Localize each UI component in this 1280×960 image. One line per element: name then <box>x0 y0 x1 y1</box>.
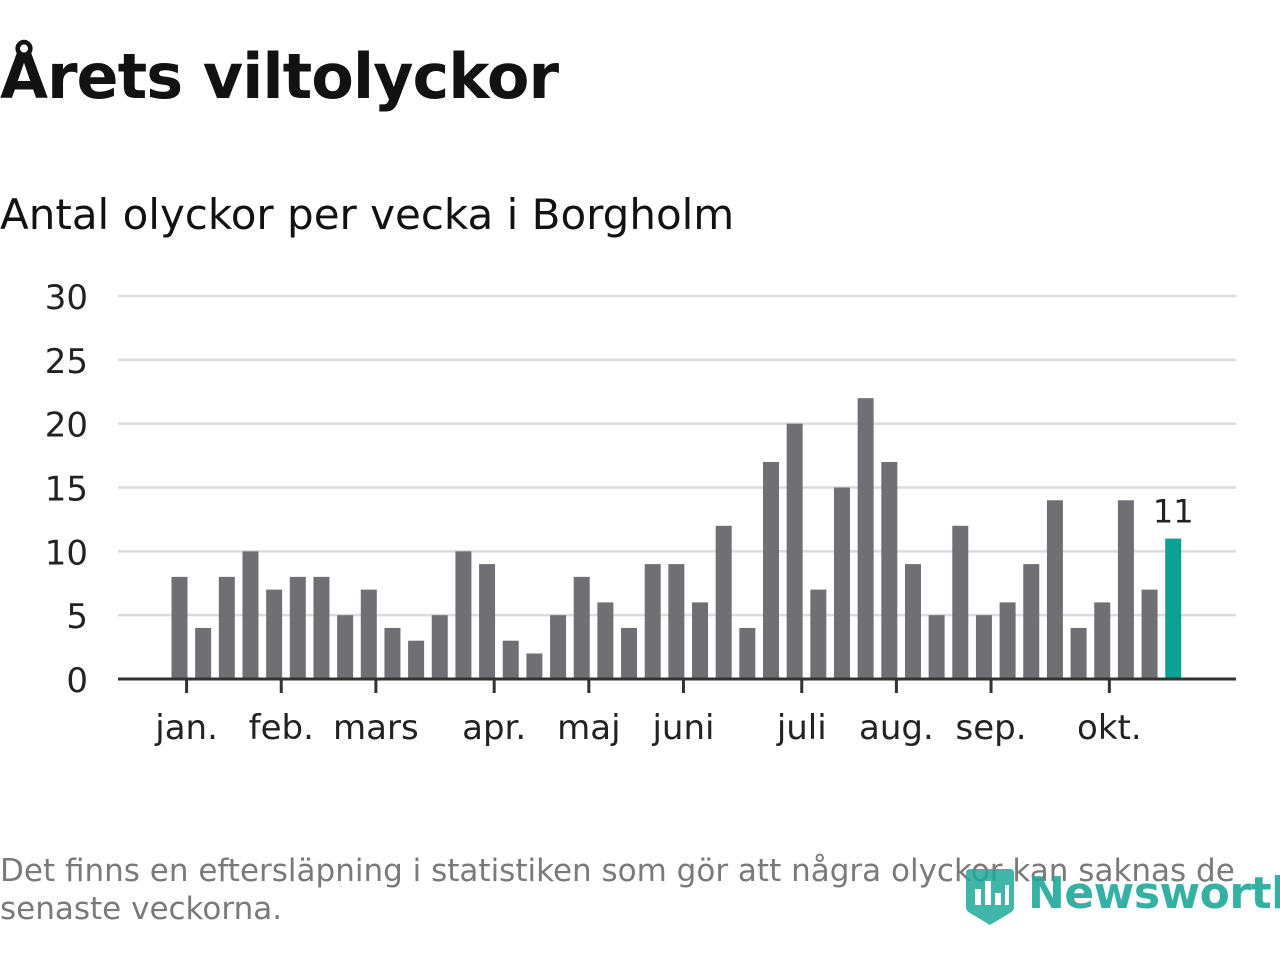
bar <box>195 627 212 679</box>
bar <box>266 589 283 679</box>
footnote: Det finns en eftersläpning i statistiken… <box>0 853 1235 927</box>
x-tick-label: okt. <box>1077 708 1142 748</box>
bar <box>289 576 306 679</box>
bar <box>763 461 779 679</box>
bar <box>1141 589 1158 679</box>
data-label: 11 <box>1153 493 1194 531</box>
y-tick-label: 30 <box>45 278 88 318</box>
x-tick-label: sep. <box>956 708 1027 748</box>
bar-highlighted <box>1165 538 1182 679</box>
bar <box>1046 500 1063 679</box>
y-tick-label: 5 <box>66 597 88 637</box>
bar <box>621 627 638 679</box>
x-tick-label: maj <box>557 708 620 748</box>
bar <box>857 398 874 679</box>
bar <box>455 551 472 679</box>
bar <box>1070 627 1087 679</box>
bar <box>408 640 425 679</box>
newsworthy-logo-icon <box>966 869 1014 925</box>
x-tick-label: jan. <box>154 708 218 748</box>
bar <box>1117 500 1134 679</box>
chart-subtitle: Antal olyckor per vecka i Borgholm <box>0 190 735 239</box>
bar <box>668 564 685 679</box>
chart-title: Årets viltolyckor <box>0 40 559 113</box>
y-axis-ticks: 0 5 10 15 20 25 30 <box>45 278 88 701</box>
bar <box>786 423 803 679</box>
bar <box>739 627 756 679</box>
y-tick-label: 10 <box>45 533 88 573</box>
bar <box>881 461 898 679</box>
bar <box>999 602 1016 679</box>
x-tick-label: feb. <box>249 708 314 748</box>
x-tick-label: juni <box>651 708 714 748</box>
x-tick-label: apr. <box>462 708 526 748</box>
bar <box>833 487 850 679</box>
bar <box>928 615 945 679</box>
x-tick-label: mars <box>333 708 419 748</box>
x-axis: jan. feb. mars apr. maj juni juli aug. sep. okt. <box>118 677 1236 748</box>
bar <box>242 551 259 679</box>
newsworthy-logo-text: Newsworthy <box>1028 867 1280 919</box>
x-tick-label: aug. <box>859 708 934 748</box>
bar <box>431 615 448 679</box>
newsworthy-logo: Newsworthy <box>962 858 1280 928</box>
bar <box>550 615 567 679</box>
bar <box>692 602 709 679</box>
bar <box>715 525 732 679</box>
bar <box>218 576 235 679</box>
bar <box>952 525 969 679</box>
y-tick-label: 15 <box>45 470 88 510</box>
bar <box>1023 564 1040 679</box>
bar <box>384 627 401 679</box>
bar <box>337 615 354 679</box>
bar <box>360 589 377 679</box>
bar <box>526 653 543 679</box>
bar <box>597 602 614 679</box>
data-labels: 11 <box>1153 493 1194 531</box>
bar <box>644 564 661 679</box>
bar <box>502 640 519 679</box>
y-tick-label: 25 <box>45 342 88 382</box>
bar <box>810 589 827 679</box>
bar <box>171 576 188 679</box>
bar <box>904 564 921 679</box>
bars <box>171 398 1182 679</box>
y-tick-label: 0 <box>66 661 88 701</box>
bar <box>975 615 992 679</box>
bar <box>313 576 330 679</box>
bar <box>1094 602 1111 679</box>
bar <box>479 564 496 679</box>
bar <box>573 576 590 679</box>
y-tick-label: 20 <box>45 406 88 446</box>
x-tick-label: juli <box>776 708 827 748</box>
